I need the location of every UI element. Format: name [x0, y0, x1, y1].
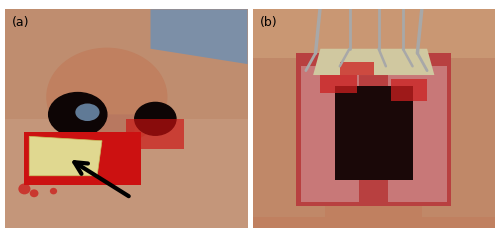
- Polygon shape: [29, 136, 102, 176]
- Polygon shape: [335, 86, 412, 180]
- Polygon shape: [150, 9, 248, 64]
- Polygon shape: [388, 66, 446, 202]
- Polygon shape: [313, 49, 434, 75]
- Polygon shape: [296, 53, 452, 206]
- Polygon shape: [320, 75, 357, 93]
- Ellipse shape: [46, 48, 168, 146]
- Polygon shape: [422, 58, 495, 217]
- Polygon shape: [252, 9, 495, 228]
- Polygon shape: [78, 114, 138, 145]
- Polygon shape: [252, 58, 325, 217]
- Polygon shape: [5, 9, 248, 228]
- Circle shape: [30, 189, 38, 197]
- Text: (b): (b): [260, 16, 278, 29]
- Polygon shape: [301, 66, 359, 202]
- Polygon shape: [5, 9, 248, 119]
- Polygon shape: [252, 9, 495, 58]
- Polygon shape: [340, 62, 374, 75]
- Text: (a): (a): [12, 16, 30, 29]
- Circle shape: [18, 183, 30, 194]
- Circle shape: [50, 188, 57, 194]
- Ellipse shape: [48, 93, 107, 136]
- Polygon shape: [126, 119, 184, 150]
- Ellipse shape: [134, 103, 176, 135]
- Polygon shape: [390, 79, 427, 101]
- Polygon shape: [24, 132, 141, 185]
- Ellipse shape: [76, 103, 100, 121]
